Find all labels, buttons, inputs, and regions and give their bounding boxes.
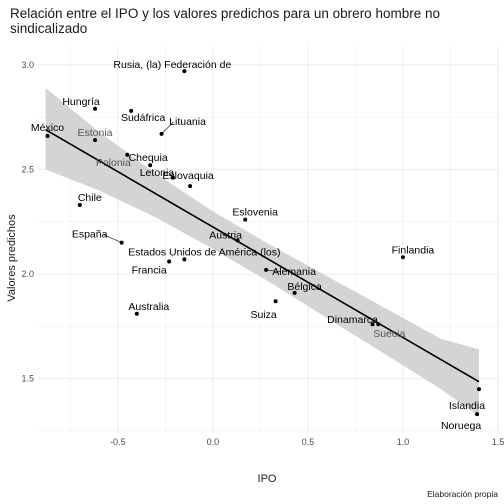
data-point	[400, 255, 405, 260]
data-point	[235, 238, 240, 243]
caption: Elaboración propia	[427, 489, 498, 499]
data-point	[125, 152, 130, 157]
y-tick-label: 2.0	[21, 269, 34, 279]
point-label: Suiza	[250, 309, 276, 321]
data-point	[182, 69, 187, 74]
point-label: Hungría	[62, 96, 100, 108]
confidence-band-group	[45, 87, 479, 417]
point-label: Bélgica	[287, 281, 322, 293]
point-label: Sudáfrica	[121, 112, 166, 124]
data-point	[93, 106, 98, 111]
label-leader	[266, 269, 281, 273]
data-point	[292, 290, 297, 295]
data-point	[370, 322, 375, 327]
point-label: Estados Unidos de América (los)	[128, 246, 280, 258]
data-point	[93, 138, 98, 143]
point-label: Lituania	[169, 116, 206, 128]
point-label: Eslovenia	[232, 207, 278, 219]
data-point	[119, 240, 124, 245]
point-label: Eslovaquia	[162, 170, 214, 182]
data-point	[129, 108, 134, 113]
point-label: España	[72, 229, 108, 241]
point-label: Estonia	[78, 127, 113, 139]
data-point	[134, 311, 139, 316]
point-label: Finlandia	[392, 244, 435, 256]
fit-line-group	[45, 128, 480, 383]
fit-line	[45, 128, 480, 383]
point-label: Francia	[132, 264, 167, 276]
x-tick-label: 0.5	[302, 437, 315, 447]
data-point	[167, 259, 172, 264]
label-leader	[161, 121, 174, 135]
x-tick-label: 1.5	[492, 437, 504, 447]
label-leader-lines	[103, 121, 281, 273]
data-point	[45, 133, 50, 138]
chart-title: Relación entre el IPO y los valores pred…	[10, 6, 440, 36]
data-point	[273, 299, 278, 304]
data-point	[159, 131, 164, 136]
y-tick-label: 3.0	[21, 60, 34, 70]
y-axis-label: Valores predichos	[6, 214, 18, 302]
point-label: Polonia	[96, 157, 131, 169]
y-tick-label: 2.5	[21, 164, 34, 174]
point-label: Chequia	[129, 152, 168, 164]
data-points	[45, 69, 481, 417]
x-tick-labels: -0.5 0.0 0.5 1.0 1.5	[110, 437, 504, 447]
confidence-band	[45, 87, 479, 417]
x-axis-label: IPO	[258, 473, 277, 485]
y-tick-labels: 1.5 2.0 2.5 3.0	[21, 60, 34, 384]
point-label: Alemania	[272, 266, 316, 278]
point-label: Dinamarca	[327, 314, 378, 326]
data-point	[243, 217, 248, 222]
data-point	[264, 267, 269, 272]
point-label: Austria	[209, 230, 242, 242]
x-tick-label: 0.0	[207, 437, 220, 447]
data-point	[77, 202, 82, 207]
data-point	[182, 257, 187, 262]
data-point	[188, 184, 193, 189]
point-label: México	[31, 122, 64, 134]
x-tick-label: -0.5	[110, 437, 126, 447]
data-point	[475, 412, 480, 417]
point-label: Chile	[78, 192, 102, 204]
data-point	[376, 322, 381, 327]
x-tick-label: 1.0	[397, 437, 410, 447]
point-label: Islandia	[449, 400, 485, 412]
label-leader	[103, 234, 122, 243]
y-tick-label: 1.5	[21, 374, 34, 384]
point-label: Suecia	[373, 328, 405, 340]
point-label: Rusia, (la) Federación de	[113, 59, 231, 71]
point-labels: México Estonia Hungría Chile Polonia España Su…	[31, 59, 485, 432]
point-label: Noruega	[441, 420, 481, 432]
point-label: Australia	[128, 301, 169, 313]
data-point	[476, 387, 481, 392]
data-point	[170, 175, 175, 180]
data-point	[148, 163, 153, 168]
point-label: Letonia	[140, 167, 175, 179]
